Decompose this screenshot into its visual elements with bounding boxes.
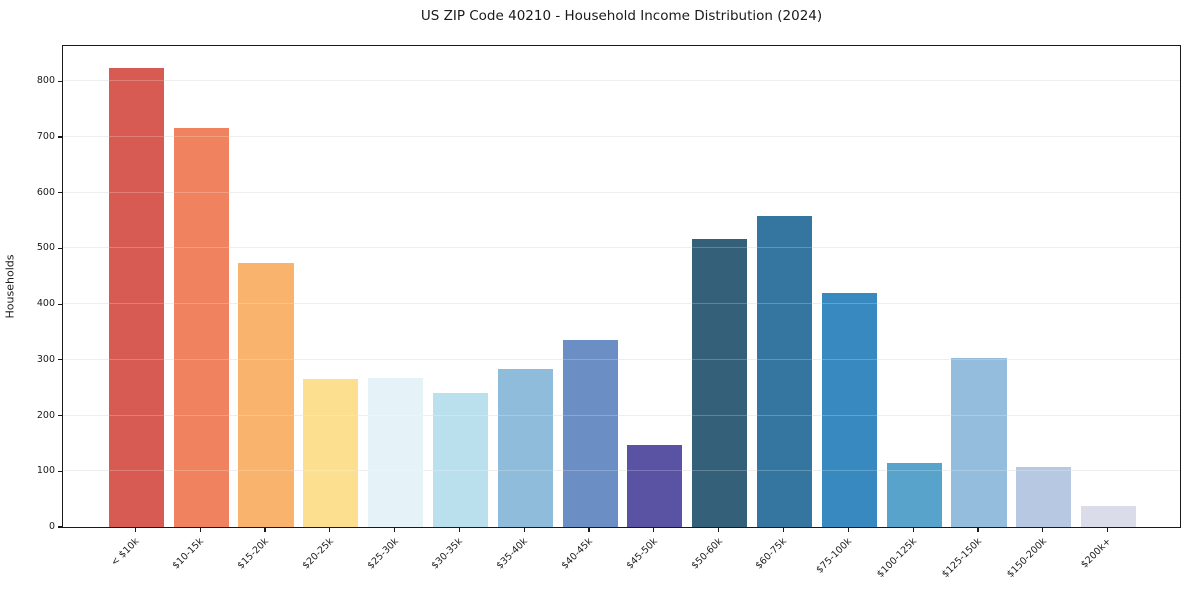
bar-200k <box>1081 505 1137 527</box>
y-tick-mark-600 <box>58 192 62 194</box>
bar-75-100k <box>821 292 877 527</box>
y-tick-label-200: 200 <box>36 409 55 421</box>
bar-25-30k <box>368 377 424 527</box>
x-tick-mark-14 <box>1042 528 1044 532</box>
gridline-overlay-y500 <box>63 247 1180 249</box>
gridline-y600 <box>63 191 1180 193</box>
x-tick-label-15: $200k+ <box>1078 536 1114 571</box>
gridline-y300 <box>63 358 1180 360</box>
gridline-y500 <box>63 247 1180 249</box>
y-tick-mark-700 <box>58 136 62 138</box>
x-tick-label-12: $100-125k <box>874 536 919 581</box>
x-tick-mark-15 <box>1106 528 1109 532</box>
x-tick-label-9: $50-60k <box>689 536 725 572</box>
x-tick-mark-8 <box>653 528 655 532</box>
x-tick-mark-9 <box>718 528 720 532</box>
x-tick-label-7: $40-45k <box>559 536 595 572</box>
bar-150-200k <box>1016 466 1072 527</box>
bar-125-150k <box>951 358 1007 527</box>
y-axis-label: Households <box>3 254 17 319</box>
y-tick-label-500: 500 <box>36 242 55 254</box>
y-tick-label-400: 400 <box>36 298 55 310</box>
bar-100-125k <box>886 462 942 527</box>
gridline-y400 <box>63 303 1180 305</box>
y-tick-label-800: 800 <box>36 75 55 87</box>
gridline-overlay-y300 <box>63 358 1180 360</box>
chart-title: US ZIP Code 40210 - Household Income Dis… <box>420 8 823 24</box>
y-tick-label-600: 600 <box>36 186 55 198</box>
bar-35-40k <box>497 368 553 527</box>
bar-10-15k <box>173 128 229 527</box>
y-tick-mark-800 <box>58 80 62 82</box>
x-tick-mark-3 <box>329 528 331 532</box>
bar-40-45k <box>562 339 618 527</box>
y-tick-mark-400 <box>58 303 62 305</box>
y-tick-label-100: 100 <box>36 465 55 477</box>
x-tick-mark-2 <box>264 528 266 532</box>
x-tick-mark-4 <box>394 528 396 532</box>
x-tick-mark-12 <box>912 528 914 532</box>
x-tick-label-0: < $10k <box>108 536 142 569</box>
x-tick-mark-1 <box>199 528 201 532</box>
x-tick-label-13: $125-150k <box>939 536 984 581</box>
bar-10k <box>108 67 164 527</box>
bar-20-25k <box>303 378 359 527</box>
y-tick-label-300: 300 <box>36 353 55 365</box>
x-tick-label-1: $10-15k <box>170 536 206 572</box>
gridline-overlay-y200 <box>63 414 1180 416</box>
y-tick-mark-200 <box>58 414 62 417</box>
y-tick-mark-0 <box>58 526 62 528</box>
x-tick-mark-11 <box>847 528 849 532</box>
bar-15-20k <box>238 262 294 527</box>
x-tick-label-2: $15-20k <box>235 536 271 572</box>
x-tick-mark-0 <box>134 528 136 532</box>
bar-50-60k <box>692 239 748 527</box>
y-tick-mark-100 <box>58 470 62 472</box>
x-tick-label-6: $35-40k <box>494 536 531 572</box>
gridline-y700 <box>63 135 1180 137</box>
gridline-y800 <box>63 80 1180 82</box>
x-tick-label-5: $30-35k <box>429 536 466 572</box>
x-tick-label-3: $20-25k <box>300 536 336 572</box>
x-tick-label-8: $45-50k <box>624 536 660 572</box>
y-tick-mark-500 <box>58 247 62 249</box>
bar-60-75k <box>756 216 813 527</box>
x-tick-label-14: $150-200k <box>1004 536 1049 581</box>
x-tick-label-10: $60-75k <box>753 536 790 572</box>
x-tick-mark-7 <box>588 528 590 532</box>
x-tick-label-4: $25-30k <box>364 536 401 572</box>
x-tick-mark-10 <box>782 528 785 532</box>
x-tick-mark-13 <box>977 528 979 532</box>
gridline-y200 <box>63 414 1180 416</box>
x-tick-label-11: $75-100k <box>814 536 855 576</box>
gridline-overlay-y100 <box>63 470 1180 472</box>
y-tick-label-700: 700 <box>36 130 55 142</box>
gridline-overlay-y400 <box>63 303 1180 305</box>
gridline-overlay-y600 <box>63 191 1180 193</box>
bar-30-35k <box>432 393 488 527</box>
gridline-overlay-y700 <box>63 135 1180 137</box>
gridline-y100 <box>63 470 1180 472</box>
y-tick-mark-300 <box>58 359 62 361</box>
x-tick-mark-6 <box>523 528 525 532</box>
x-tick-mark-5 <box>458 528 461 532</box>
plot-area <box>62 45 1181 528</box>
bar-45-50k <box>627 445 683 527</box>
gridline-overlay-y800 <box>63 80 1180 82</box>
y-tick-label-0: 0 <box>48 521 55 532</box>
